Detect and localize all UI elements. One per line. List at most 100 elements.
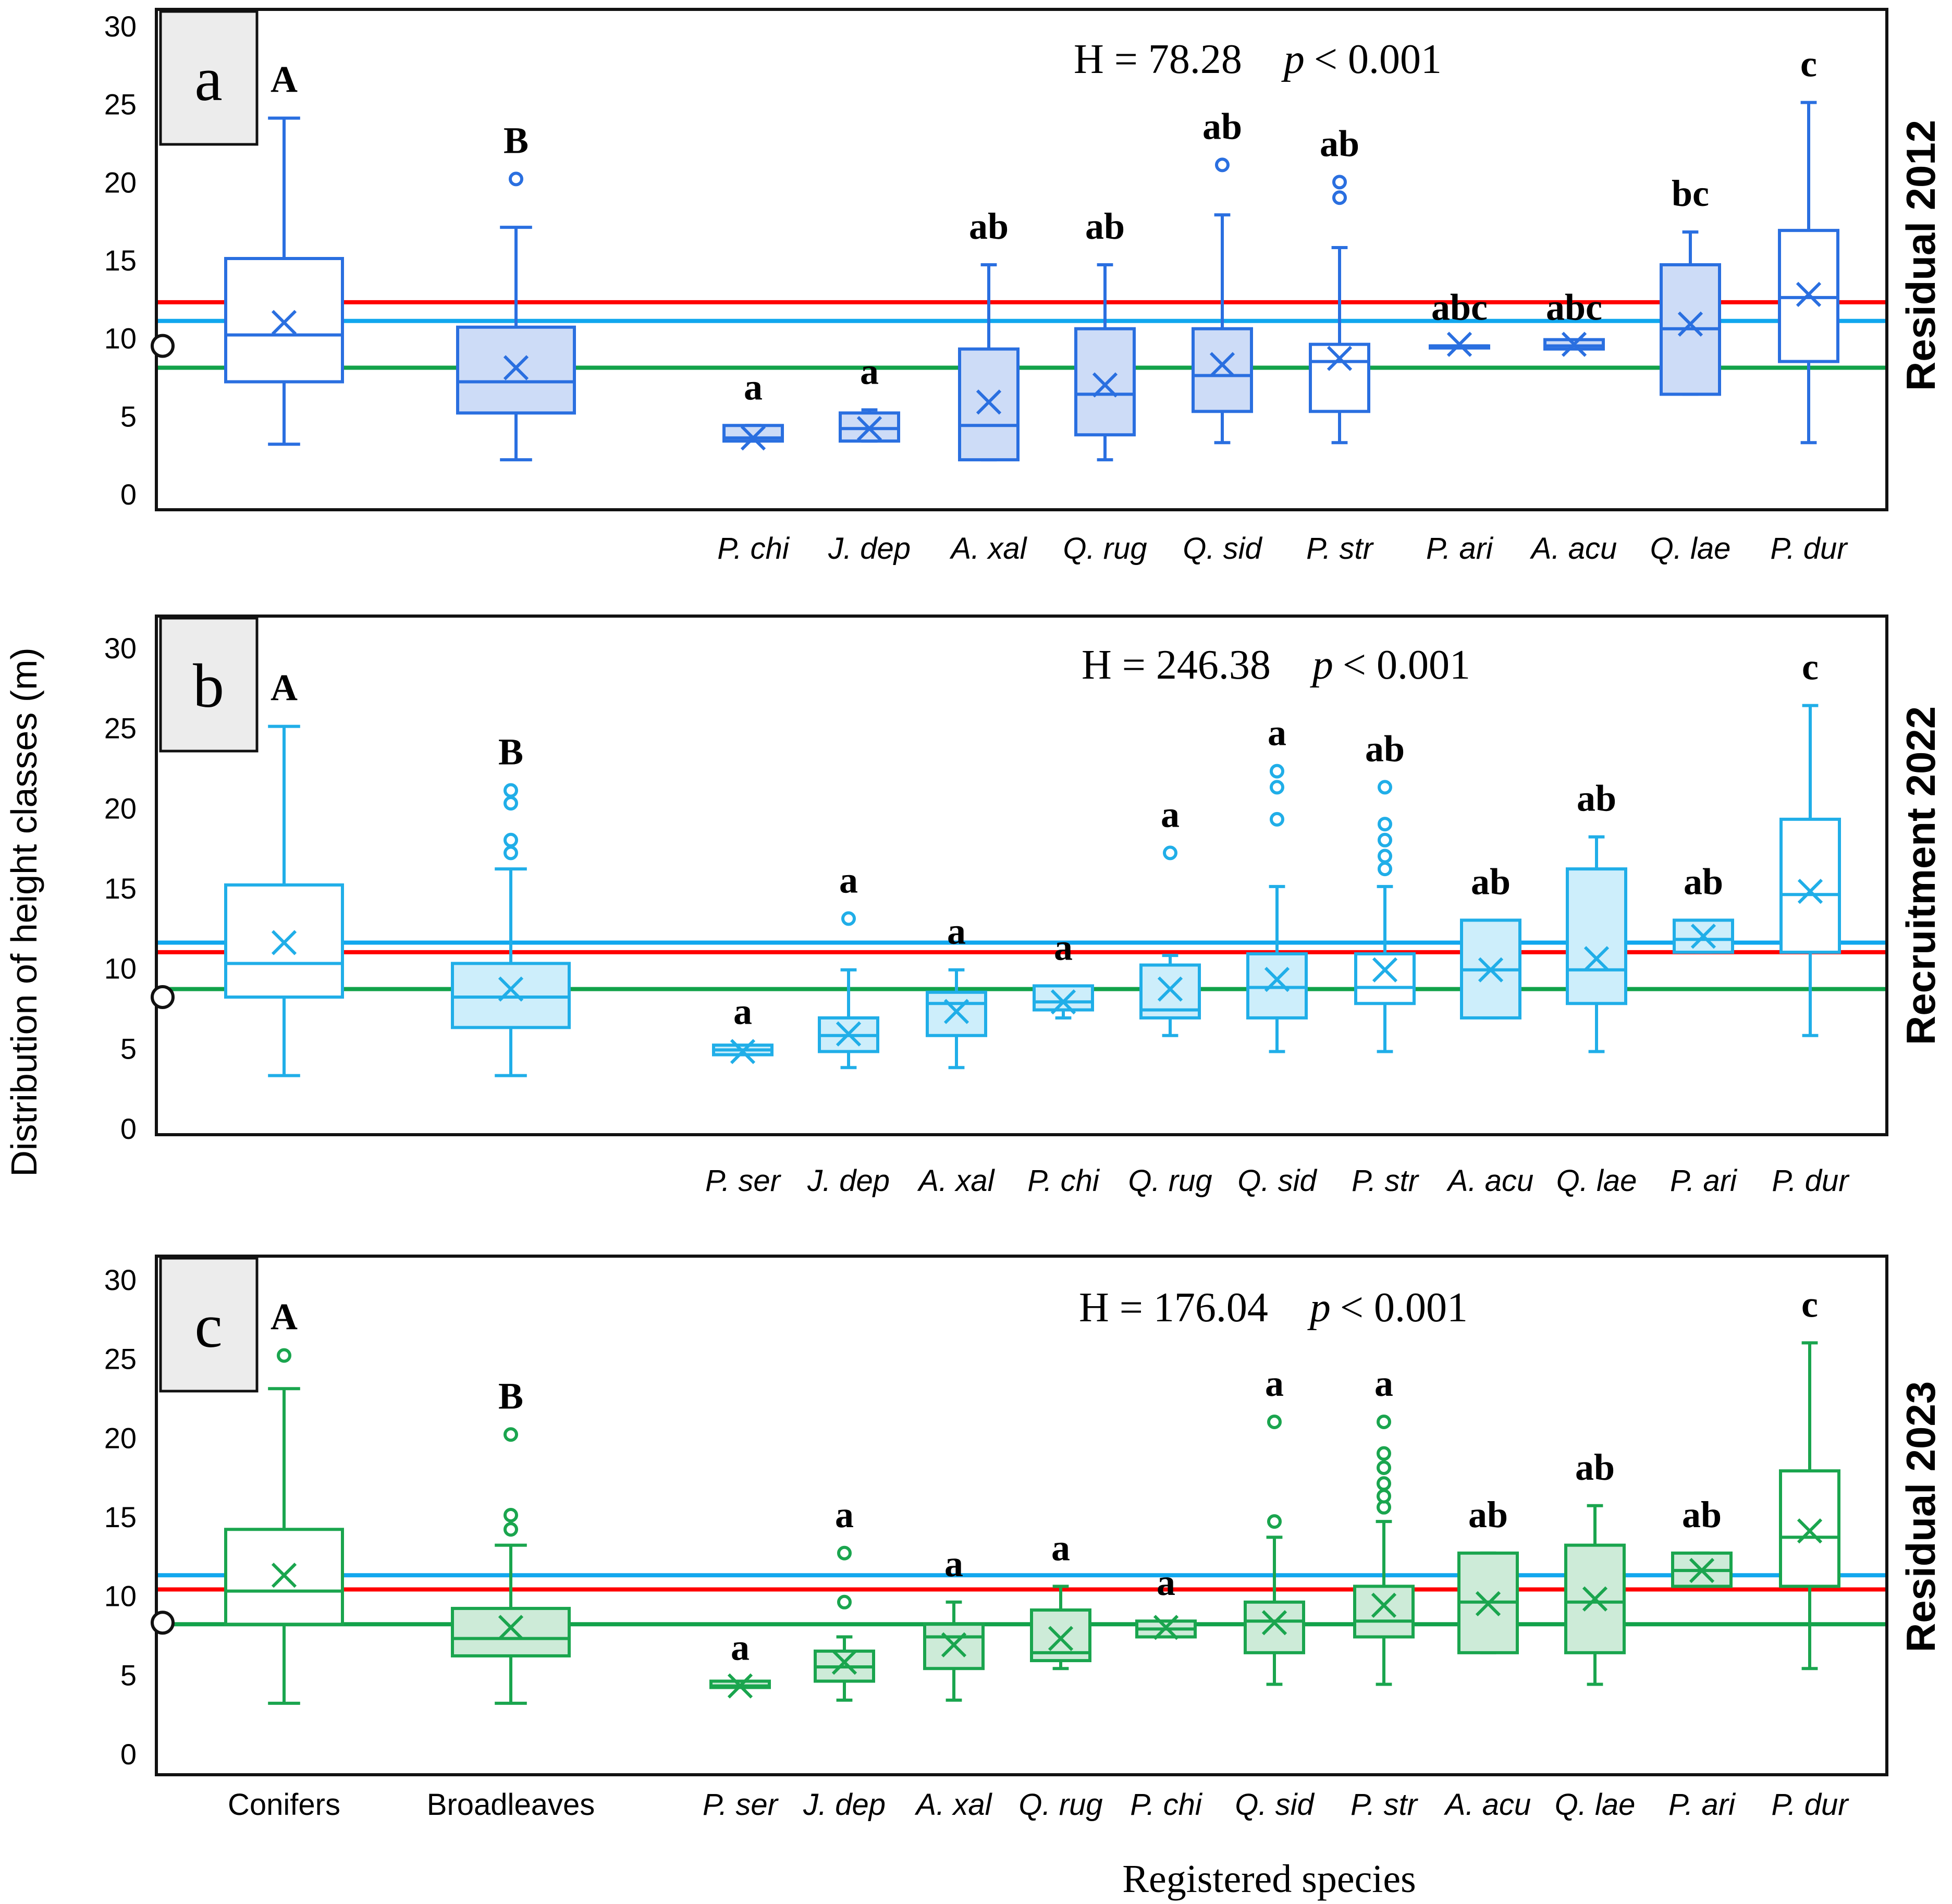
- panel-b-yticks: 0 5 10 15 20 25 30: [104, 632, 137, 1145]
- panel-c-outlier-point: [837, 1545, 852, 1561]
- panel-b-category-label: P. str: [1352, 1164, 1420, 1198]
- panel-c-iqr-box: [1353, 1584, 1415, 1639]
- panel-b-ytick-label: 10: [104, 952, 137, 985]
- panel-b-box-12: c: [1779, 646, 1841, 1037]
- panel-a-category-label: P. dur: [1770, 532, 1848, 566]
- panel-b-outlier-point: [841, 911, 856, 926]
- panel-a-mean-marker: [1796, 281, 1822, 307]
- panel-b-category-label: Q. rug: [1128, 1164, 1212, 1198]
- panel-b-box-5: a: [1033, 926, 1094, 1019]
- panel-b-significance-letter: c: [1802, 646, 1819, 688]
- panel-b-box-1: B: [451, 731, 571, 1077]
- panel-c-side-title: Residual 2023: [1898, 1381, 1944, 1652]
- panel-a-h-stat: H = 78.28 p < 0.001: [1074, 36, 1442, 82]
- panel-b-iqr-box: [451, 962, 571, 1029]
- panel-c-category-label: J. dep: [803, 1788, 886, 1822]
- panel-c-box-12: c: [1779, 1283, 1840, 1670]
- panel-c-iqr-box: [1244, 1600, 1305, 1654]
- panel-b-outlier-point: [1270, 780, 1284, 795]
- panel-c-category-labels: Conifers Broadleaves P. ser J. dep A. xal Q. …: [228, 1788, 1849, 1822]
- panel-b-label-box: [159, 617, 259, 753]
- panel-a-mean-marker: [503, 355, 529, 380]
- panel-c-mean-marker: [1582, 1586, 1608, 1612]
- panel-b-mean-marker: [1157, 976, 1183, 1002]
- panel-a-significance-letter: abc: [1431, 287, 1488, 328]
- panel-b-box-7: a: [1246, 712, 1308, 1053]
- panel-c-category-label: P. ser: [703, 1788, 779, 1822]
- panel-b-mean-marker: [1050, 989, 1076, 1015]
- panel-a-significance-letter: bc: [1672, 173, 1709, 214]
- panel-b-outlier-point: [1378, 817, 1392, 832]
- panel-c-outlier-point: [1377, 1460, 1391, 1475]
- panel-c-box-3: a: [814, 1494, 875, 1702]
- panel-b-mean-marker: [1478, 957, 1504, 982]
- panel-b-category-label: P. ser: [705, 1164, 782, 1198]
- panel-a-outlier-point: [1332, 190, 1347, 205]
- panel-b-outlier-point: [1378, 849, 1392, 864]
- panel-b-outlier-point: [1163, 845, 1177, 861]
- panel-c-ytick-label: 25: [104, 1343, 137, 1375]
- panel-a-box-4: ab: [958, 205, 1020, 462]
- panel-a-box-9: abc: [1543, 287, 1605, 357]
- panel-a-category-label: A. acu: [1530, 532, 1617, 566]
- panel-a-significance-letter: B: [504, 119, 529, 161]
- panel-b-h-value: H = 246.38: [1082, 642, 1271, 688]
- panel-c-significance-letter: c: [1801, 1283, 1818, 1325]
- panel-c-outlier-point: [1377, 1446, 1391, 1461]
- panel-a-iqr-box: [456, 325, 576, 415]
- panel-b-p-value: < 0.001: [1343, 642, 1470, 688]
- panel-a-significance-letter: c: [1800, 43, 1817, 85]
- panel-a-category-label: P. chi: [717, 532, 790, 566]
- panel-a-frame: [155, 8, 1888, 511]
- panel-b-outlier-point: [1270, 764, 1284, 779]
- panel-a-label-box: [159, 10, 259, 146]
- panel-c-category-label: P. ari: [1668, 1788, 1736, 1822]
- panel-b-ytick-label: 5: [120, 1032, 137, 1065]
- panel-a-box-6: ab: [1192, 105, 1253, 445]
- panel-c-box-7: a: [1244, 1362, 1305, 1686]
- panel-a-box-11: c: [1778, 43, 1839, 445]
- panel-b-ytick-label: 30: [104, 632, 137, 665]
- panel-c-outlier-point: [1267, 1415, 1282, 1429]
- x-axis-title: Registered species: [1122, 1857, 1416, 1901]
- panel-c-outlier-point: [504, 1427, 518, 1442]
- panel-c-significance-letter: a: [835, 1494, 854, 1536]
- panel-a-box-3: a: [839, 350, 900, 443]
- panel-b-category-label: A. xal: [917, 1164, 995, 1198]
- panel-c-category-label: A. xal: [914, 1788, 992, 1822]
- panel-b-boxes: A Ba a a a a a ab ab ab ab c: [224, 646, 1841, 1077]
- panel-a-mean-marker: [1561, 331, 1587, 357]
- panel-a-iqr-box: [224, 257, 344, 384]
- panel-c-iqr-box: [1779, 1469, 1840, 1588]
- panel-a-mean-marker: [271, 310, 297, 335]
- panel-b-category-label: P. chi: [1027, 1164, 1100, 1198]
- panel-b-box-11: ab: [1673, 861, 1734, 954]
- panel-c-mean-marker: [1797, 1518, 1823, 1544]
- panel-c-mean-marker: [727, 1673, 753, 1699]
- panel-a-category-label: A. xal: [949, 532, 1027, 566]
- panel-a-ytick-label: 0: [120, 478, 137, 511]
- panel-b-mean-marker: [943, 999, 969, 1024]
- panel-c-category-label: Q. lae: [1555, 1788, 1636, 1822]
- panel-b-significance-letter: a: [947, 911, 966, 952]
- panel-b-outlier-point: [504, 796, 518, 811]
- panel-c: 0 5 10 15 20 25 30 A Ba a a a a a a ab ab ab c Conifers Br…: [104, 1255, 1944, 1822]
- panel-b-box-0: A: [224, 667, 344, 1077]
- panel-a-mean-marker: [1677, 311, 1703, 337]
- panel-b-mean-marker: [1372, 957, 1398, 982]
- panel-a-iqr-box: [958, 347, 1020, 462]
- panel-c-category-label: P. str: [1351, 1788, 1419, 1822]
- panel-b-significance-letter: a: [839, 859, 858, 901]
- panel-c-p-value: < 0.001: [1340, 1285, 1468, 1331]
- panel-b-mean-marker: [271, 930, 297, 955]
- panel-a-p-symbol: p: [1281, 36, 1305, 82]
- panel-c-outlier-point: [504, 1522, 518, 1537]
- panel-b-axis-circle-marker: [151, 985, 175, 1009]
- panel-a-mean-marker: [1209, 352, 1235, 377]
- panel-c-ytick-label: 15: [104, 1501, 137, 1533]
- panel-c-significance-letter: ab: [1575, 1446, 1615, 1488]
- panel-a-category-label: P. str: [1306, 532, 1374, 566]
- panel-a-significance-letter: ab: [1085, 205, 1125, 247]
- panel-c-iqr-box: [451, 1606, 571, 1657]
- panel-a-box-7: ab: [1309, 122, 1370, 445]
